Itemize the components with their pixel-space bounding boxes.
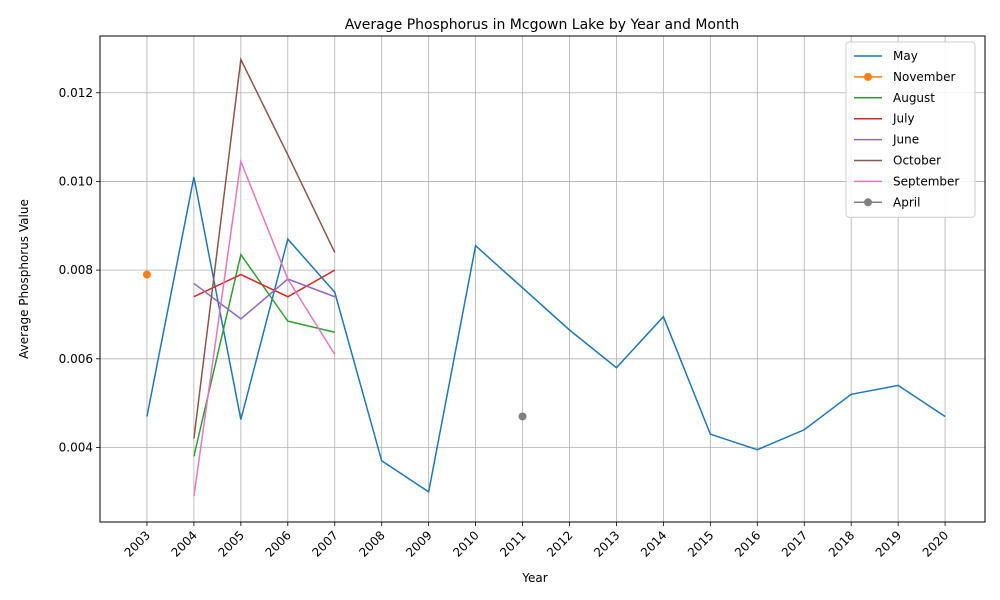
legend-label-june: June	[892, 133, 919, 147]
y-tick-label: 0.008	[59, 263, 93, 277]
series-line-june	[193, 278, 336, 320]
y-tick-label: 0.004	[59, 441, 93, 455]
y-tick-label: 0.010	[59, 174, 93, 188]
x-axis-title: Year	[521, 571, 547, 585]
series-lines	[142, 56, 946, 497]
series-line-august	[193, 252, 335, 457]
y-axis-title: Average Phosphorus Value	[17, 199, 31, 359]
legend-marker-april	[864, 198, 872, 207]
data-point-april	[518, 412, 527, 421]
series-line-july	[193, 269, 336, 298]
legend-label-august: August	[893, 91, 935, 105]
legend-label-october: October	[893, 154, 941, 168]
series-line-september	[193, 158, 336, 497]
series-line-october	[193, 56, 336, 439]
legend-label-november: November	[893, 70, 955, 84]
legend-label-may: May	[893, 49, 918, 63]
chart-title: Average Phosphorus in Mcgown Lake by Yea…	[345, 17, 739, 33]
legend-label-july: July	[892, 112, 915, 126]
legend-marker-november	[864, 72, 872, 81]
plot-frame	[99, 35, 986, 523]
series-line-may	[146, 176, 946, 494]
y-tick-label: 0.006	[59, 352, 93, 366]
legend: May November August July June October Septembe…	[845, 41, 976, 218]
legend-label-september: September	[893, 174, 959, 188]
y-axis-ticks: 0.004 0.006 0.008 0.010 0.012	[59, 86, 100, 455]
grid-lines	[100, 36, 985, 522]
y-tick-label: 0.012	[59, 86, 93, 100]
data-point-november	[142, 270, 151, 279]
legend-label-april: April	[893, 195, 920, 209]
legend-box	[845, 41, 976, 218]
